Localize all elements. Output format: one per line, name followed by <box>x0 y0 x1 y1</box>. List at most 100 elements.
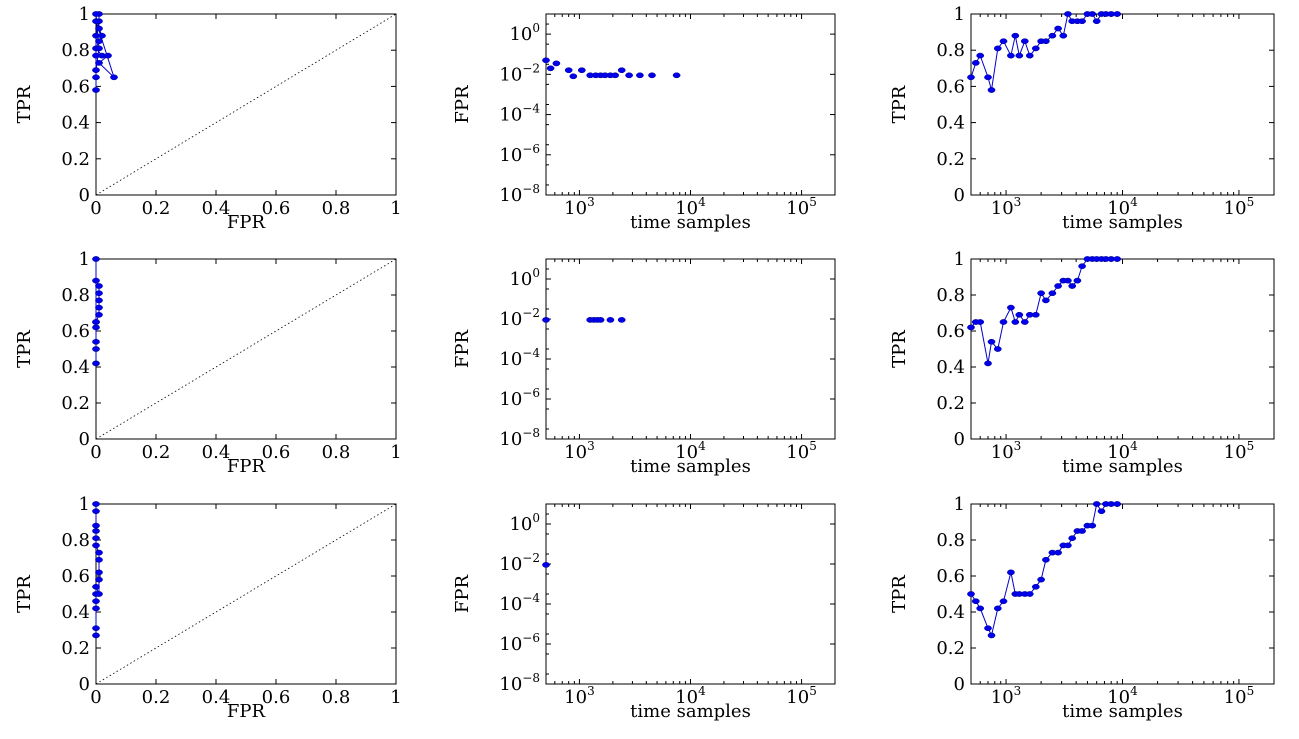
x-axis-ticks: 0 0.2 0.4 0.6 0.8 1 <box>90 259 402 463</box>
x-tick-label: 105 <box>786 684 817 708</box>
data-point <box>999 598 1008 605</box>
data-point <box>92 605 100 612</box>
data-point <box>1031 583 1040 590</box>
data-point <box>92 338 100 345</box>
y-tick-label: 1 <box>954 494 965 515</box>
y-tick-label: 0.2 <box>936 393 965 414</box>
data-point <box>92 598 100 605</box>
data-point <box>92 256 100 262</box>
data-point <box>1042 556 1050 563</box>
data-point <box>95 290 103 297</box>
data-point <box>1015 52 1024 59</box>
data-point <box>606 317 615 323</box>
x-axis-label: FPR <box>227 212 266 233</box>
y-axis-label: FPR <box>452 85 473 124</box>
data-point <box>1031 45 1040 52</box>
x-tick-label: 104 <box>675 195 706 219</box>
y-tick-label: 0.2 <box>61 638 90 659</box>
y-tick-label: 0.6 <box>936 76 965 97</box>
data-point <box>92 508 100 515</box>
data-point <box>1068 283 1077 289</box>
data-point <box>1025 52 1034 59</box>
y-tick-label: 10−2 <box>499 61 540 85</box>
data-point <box>104 52 112 59</box>
data-point <box>95 283 103 289</box>
data-point <box>95 297 103 304</box>
x-axis-label: time samples <box>630 456 751 477</box>
chart-panel-7: 0 0.2 0.4 0.6 0.8 1 0 0.2 0.4 0.6 0.8 1 FPR TPR <box>14 494 402 722</box>
y-axis-ticks: 0 0.2 0.4 0.6 0.8 1 <box>936 249 1274 450</box>
y-tick-label: 0.8 <box>61 285 90 306</box>
data-series <box>92 501 103 639</box>
x-tick-label: 105 <box>786 439 817 463</box>
data-point <box>976 605 985 612</box>
x-axis-ticks: 103 104 105 <box>970 259 1275 463</box>
x-tick-label: 0.4 <box>202 687 231 708</box>
chance-diagonal <box>95 13 397 196</box>
x-axis-ticks: 0 0.2 0.4 0.6 0.8 1 <box>90 14 402 219</box>
data-point <box>672 72 681 79</box>
data-point <box>611 72 620 79</box>
y-axis-ticks: 0 0.2 0.4 0.6 0.8 1 <box>936 4 1274 206</box>
data-point <box>999 319 1008 325</box>
y-tick-label: 0.4 <box>61 113 90 134</box>
data-point <box>976 52 985 59</box>
data-point <box>98 32 106 39</box>
data-point <box>95 304 103 311</box>
y-tick-label: 10−4 <box>499 102 540 126</box>
chart-panel-3: 0 0.2 0.4 0.6 0.8 1 103 104 105 time samples TPR <box>889 4 1275 233</box>
x-axis-label: FPR <box>227 701 266 722</box>
y-tick-label: 0.4 <box>61 602 90 623</box>
data-point <box>987 338 996 345</box>
x-axis-label: time samples <box>630 212 751 233</box>
y-axis-ticks: 0 0.2 0.4 0.6 0.8 1 <box>61 494 396 695</box>
y-tick-label: 0.6 <box>61 566 90 587</box>
y-tick-label: 100 <box>509 21 540 45</box>
data-point <box>92 625 100 632</box>
y-axis-label: TPR <box>14 575 35 613</box>
data-point <box>1037 290 1045 297</box>
data-point <box>648 72 656 79</box>
data-point <box>1059 32 1068 39</box>
plot-frame <box>545 13 836 196</box>
data-point <box>1007 52 1015 59</box>
y-tick-label: 10−8 <box>499 671 540 695</box>
data-point <box>92 535 100 542</box>
data-point <box>993 45 1002 52</box>
y-tick-label: 0.8 <box>61 40 90 61</box>
data-point <box>1007 304 1015 311</box>
y-axis-label: TPR <box>14 330 35 368</box>
chart-panel-2: 10−8 10−6 10−4 10−2 100 103 104 105 time samples… <box>452 13 836 233</box>
y-tick-label: 1 <box>954 4 965 25</box>
data-point <box>92 501 100 507</box>
x-tick-label: 0.2 <box>142 442 171 463</box>
x-tick-label: 0.8 <box>322 198 351 219</box>
y-tick-label: 0.6 <box>936 321 965 342</box>
x-axis-label: time samples <box>1062 212 1183 233</box>
y-tick-label: 1 <box>79 494 90 515</box>
plot-frame <box>545 258 836 440</box>
x-tick-label: 105 <box>1224 439 1255 463</box>
data-point <box>1078 18 1086 25</box>
data-point <box>984 625 992 632</box>
y-tick-label: 0.6 <box>61 321 90 342</box>
data-point <box>1048 32 1057 39</box>
y-tick-label: 0 <box>79 674 90 695</box>
data-point <box>92 632 100 639</box>
y-axis-ticks: 10−8 10−6 10−4 10−2 100 <box>499 511 835 695</box>
x-tick-label: 105 <box>1224 684 1255 708</box>
y-tick-label: 100 <box>509 266 540 290</box>
x-tick-label: 103 <box>564 684 595 708</box>
x-tick-label: 104 <box>1107 439 1138 463</box>
y-tick-label: 10−2 <box>499 551 540 575</box>
y-axis-ticks: 0 0.2 0.4 0.6 0.8 1 <box>61 249 396 450</box>
y-tick-label: 10−6 <box>499 631 540 655</box>
y-tick-label: 100 <box>509 511 540 535</box>
data-point <box>92 583 100 590</box>
x-axis-ticks: 103 104 105 <box>545 14 836 219</box>
y-tick-label: 0.4 <box>61 357 90 378</box>
data-point <box>95 38 103 45</box>
data-point <box>1113 11 1122 17</box>
chart-panel-1: 0 0.2 0.4 0.6 0.8 1 0 0.2 0.4 0.6 0.8 1 FPR TPR <box>14 4 402 233</box>
x-axis-ticks: 0 0.2 0.4 0.6 0.8 1 <box>90 504 402 708</box>
